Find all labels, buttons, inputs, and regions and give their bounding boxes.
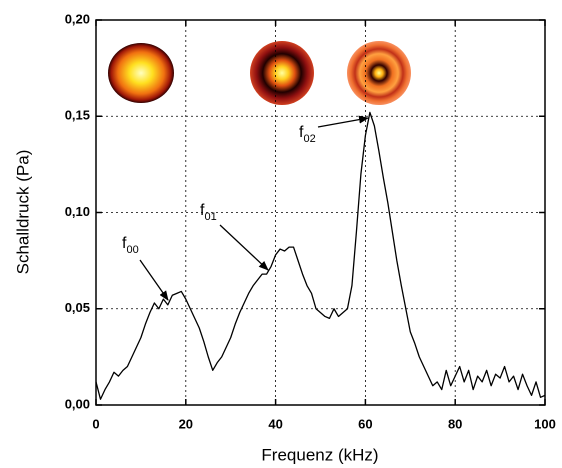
annotation: f02 [299,124,316,145]
mode-image [250,41,314,105]
annotation-arrow [219,224,269,271]
annotation-subscript: 02 [303,133,315,145]
annotation: f01 [200,202,217,223]
annotation: f00 [122,235,139,256]
y-tick-label: 0,20 [65,11,90,26]
x-tick-label: 100 [534,416,556,431]
annotation-text: f [200,202,205,219]
y-axis-title: Schalldruck (Pa) [13,150,32,275]
x-tick-label: 0 [92,416,99,431]
y-tick-label: 0,00 [65,396,90,411]
y-tick-label: 0,05 [65,300,90,315]
y-tick-label: 0,10 [65,204,90,219]
annotation-arrow [317,115,369,128]
x-axis-title: Frequenz (kHz) [261,445,378,464]
y-tick-label: 0,15 [65,108,90,123]
x-tick-label: 60 [358,416,372,431]
x-tick-label: 40 [268,416,282,431]
annotation-text: f [122,235,127,252]
x-tick-label: 80 [448,416,462,431]
annotation-subscript: 00 [126,244,138,256]
annotation-arrow [139,259,169,301]
mode-image [347,41,411,105]
data-line [95,111,546,400]
plot-frame [95,19,546,406]
annotation-subscript: 01 [204,211,216,223]
annotation-text: f [299,124,304,141]
mode-image [108,43,174,103]
x-tick-label: 20 [179,416,193,431]
